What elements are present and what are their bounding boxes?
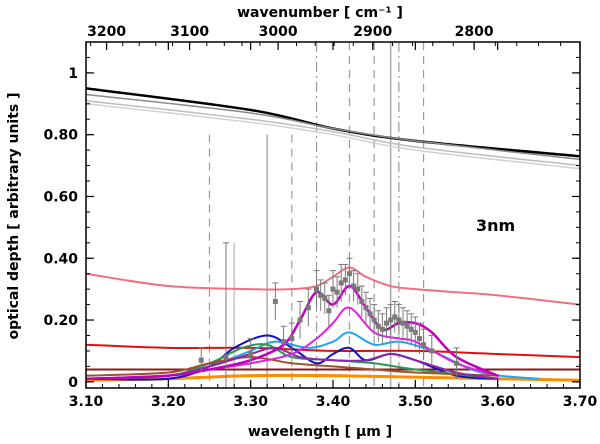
data-point — [322, 295, 328, 301]
observed-data — [198, 242, 460, 388]
x-tick-label: 3.10 — [69, 394, 104, 410]
series-line-magenta — [86, 284, 499, 380]
y-tick-label: 0.40 — [43, 251, 78, 267]
data-point — [326, 308, 332, 314]
data-point — [198, 357, 204, 363]
data-point — [371, 317, 377, 323]
y-axis-title: optical depth [ arbitrary units ] — [6, 92, 22, 339]
top-tick-label: 3100 — [170, 24, 209, 40]
data-point — [272, 299, 278, 304]
data-point — [421, 342, 427, 348]
data-point — [416, 336, 422, 342]
data-point — [396, 317, 402, 323]
series-line-purple — [86, 346, 499, 380]
x-axis-title: wavelength [ μm ] — [248, 424, 392, 440]
y-tick-label: 0 — [68, 375, 78, 391]
series-line-gray-3 — [86, 103, 580, 170]
series-line-gray-2 — [86, 99, 580, 167]
x-tick-label: 3.30 — [233, 394, 268, 410]
data-point — [351, 283, 357, 289]
data-point — [281, 339, 287, 345]
data-point — [404, 323, 410, 329]
top-axis-ticks: 3200 3100 3000 2900 2800 — [87, 24, 562, 50]
series-line-red — [86, 343, 580, 359]
data-point — [330, 286, 336, 292]
x-tick-label: 3.20 — [151, 394, 186, 410]
data-point — [379, 326, 385, 332]
data-point — [334, 289, 340, 295]
data-point — [400, 320, 406, 326]
data-point — [363, 305, 369, 311]
data-point — [375, 323, 381, 329]
y-tick-label: 1 — [68, 66, 78, 82]
x-tick-label: 3.70 — [563, 394, 598, 410]
data-point — [355, 286, 361, 292]
series-line-gray-1 — [86, 93, 580, 161]
top-tick-label: 2900 — [353, 24, 392, 40]
data-point — [412, 329, 418, 335]
data-point — [305, 305, 311, 311]
y-axis-ticks: 0 0.20 0.40 0.60 0.80 1 — [43, 41, 580, 391]
y-tick-label: 0.20 — [43, 313, 78, 329]
annotation-label: 3nm — [476, 216, 515, 235]
data-point — [346, 271, 352, 277]
data-point — [359, 299, 365, 304]
x-axis-ticks: 3.10 3.20 3.30 3.40 3.50 3.60 3.70 — [69, 42, 598, 410]
data-point — [392, 314, 398, 320]
top-tick-label: 3200 — [87, 24, 126, 40]
data-point — [429, 348, 435, 354]
data-point — [314, 286, 320, 292]
top-axis-title: wavenumber [ cm⁻¹ ] — [237, 5, 403, 21]
series-line-brown — [86, 356, 499, 377]
data-point — [289, 336, 295, 342]
data-point — [248, 351, 254, 357]
data-point — [367, 311, 373, 317]
x-tick-label: 3.50 — [398, 394, 433, 410]
y-tick-label: 0.80 — [43, 128, 78, 144]
top-tick-label: 3000 — [259, 24, 298, 40]
x-tick-label: 3.60 — [480, 394, 515, 410]
data-point — [297, 317, 303, 323]
data-point — [342, 277, 348, 283]
data-point — [454, 360, 459, 366]
data-point — [338, 280, 344, 286]
top-tick-label: 2800 — [455, 24, 494, 40]
data-point — [223, 354, 229, 360]
data-point — [388, 317, 394, 323]
y-tick-label: 0.60 — [43, 189, 78, 205]
data-point — [408, 326, 414, 332]
data-point — [318, 292, 324, 298]
x-tick-label: 3.40 — [316, 394, 351, 410]
data-point — [384, 320, 390, 326]
